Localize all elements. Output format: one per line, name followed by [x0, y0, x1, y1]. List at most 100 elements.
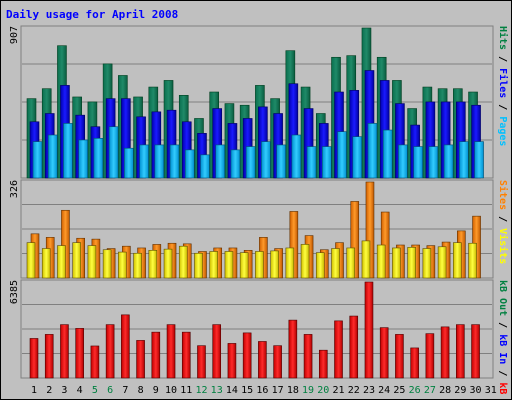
- bar-visits-day-20: [315, 252, 325, 279]
- x-tick-label-day-11: 11: [180, 385, 192, 396]
- bar-kb-f-day-18: [288, 319, 298, 379]
- bar-visits-day-21: [331, 248, 340, 279]
- bar-kb-f-day-6: [105, 324, 115, 379]
- bar-kb-f-day-30: [471, 324, 480, 379]
- x-axis-day-labels: 1 2 3 4 5 6 7 8 9 10 11 12 13 14 15 16 17 18 19 20 21 22 23 24 2…: [31, 385, 497, 396]
- bar-pages-day-18: [291, 134, 302, 179]
- legend-part-/: /: [497, 210, 508, 228]
- x-tick-label-day-1: 1: [31, 385, 37, 396]
- x-tick-label-day-15: 15: [241, 385, 253, 396]
- chart-title: Daily usage for April 2008: [6, 8, 178, 21]
- bar-kb-f-day-16: [258, 341, 267, 379]
- x-tick-label-day-4: 4: [77, 385, 83, 396]
- bar-pages-day-1: [32, 141, 43, 179]
- bar-kb-f-day-21: [334, 320, 343, 379]
- panel1-max-label: 907: [9, 26, 20, 44]
- legend-part-/: /: [497, 316, 508, 334]
- bar-pages-day-9: [154, 144, 165, 179]
- x-tick-label-day-12: 12: [195, 385, 207, 396]
- bar-pages-day-6: [108, 126, 119, 179]
- x-tick-label-day-19: 19: [302, 385, 314, 396]
- bar-kb-f-day-17: [273, 345, 282, 379]
- bar-kb-f-day-4: [75, 328, 84, 379]
- bar-pages-day-7: [124, 147, 134, 179]
- bars-layer: [26, 27, 484, 379]
- bar-kb-f-day-26: [410, 347, 419, 379]
- bar-pages-day-15: [245, 146, 256, 179]
- bar-kb-f-day-20: [318, 349, 328, 379]
- bar-pages-day-20: [321, 146, 332, 179]
- bar-pages-day-22: [352, 136, 363, 179]
- bar-visits-day-11: [178, 245, 188, 279]
- bar-kb-f-day-23: [364, 281, 374, 379]
- bar-pages-day-26: [413, 146, 423, 179]
- bar-pages-day-13: [215, 144, 226, 179]
- panel2-max-label: 326: [9, 180, 20, 198]
- bar-pages-day-27: [428, 146, 439, 179]
- bar-kb-f-day-14: [227, 343, 237, 379]
- panel3-max-label: 6385: [9, 280, 20, 304]
- bar-pages-day-28: [443, 144, 454, 179]
- bar-visits-day-15: [239, 252, 249, 279]
- bar-pages-day-24: [382, 129, 393, 179]
- x-tick-label-day-9: 9: [153, 385, 159, 396]
- x-tick-label-day-30: 30: [470, 385, 482, 396]
- bar-kb-f-day-9: [151, 331, 161, 379]
- x-tick-label-day-29: 29: [454, 385, 466, 396]
- bar-pages-day-2: [47, 134, 58, 179]
- legend-part-sites: Sites: [497, 180, 509, 210]
- y-axis-legend-panel3: kB Out / kB In / kB F: [497, 280, 508, 400]
- bar-visits-day-25: [392, 247, 401, 279]
- x-tick-label-day-28: 28: [439, 385, 451, 396]
- y-axis-legend-labels: Hits / Files / Pages Sites / Visits kB Out…: [497, 26, 509, 405]
- bar-visits-day-27: [422, 248, 432, 279]
- legend-part-kb-out: kB Out: [497, 280, 508, 316]
- bar-pages-day-11: [184, 149, 195, 179]
- bar-visits-day-1: [26, 242, 36, 279]
- bar-kb-f-day-8: [136, 340, 145, 379]
- y-axis-legend-panel1: Hits / Files / Pages: [497, 26, 509, 146]
- legend-part-kb-in: kB In: [497, 334, 508, 364]
- bar-visits-day-24: [376, 244, 386, 279]
- bar-visits-day-17: [270, 250, 279, 279]
- x-tick-label-day-2: 2: [46, 385, 52, 396]
- bar-visits-day-29: [453, 242, 462, 279]
- bar-kb-f-day-15: [242, 332, 252, 379]
- bar-visits-day-4: [72, 242, 81, 279]
- bar-kb-f-day-25: [395, 334, 404, 379]
- bar-pages-day-25: [398, 144, 408, 179]
- legend-part-/: /: [497, 364, 508, 382]
- bar-pages-day-21: [337, 131, 347, 179]
- bar-pages-day-17: [276, 144, 286, 179]
- x-tick-label-day-6: 6: [107, 385, 113, 396]
- bar-kb-f-day-1: [29, 338, 39, 379]
- bar-visits-day-3: [57, 245, 66, 279]
- bar-pages-day-29: [459, 141, 469, 179]
- bar-visits-day-16: [255, 251, 264, 279]
- x-tick-label-day-21: 21: [332, 385, 344, 396]
- bar-kb-f-day-10: [166, 324, 176, 379]
- bar-kb-f-day-22: [349, 315, 359, 379]
- bar-kb-f-day-12: [197, 345, 206, 379]
- bar-kb-f-day-19: [303, 334, 313, 379]
- legend-part-kb-f: kB F: [497, 382, 508, 400]
- bar-visits-day-26: [407, 247, 416, 279]
- x-tick-label-day-17: 17: [272, 385, 284, 396]
- bar-visits-day-5: [87, 245, 97, 279]
- bar-pages-day-16: [261, 141, 271, 179]
- x-tick-label-day-7: 7: [122, 385, 128, 396]
- bar-kb-f-day-11: [181, 331, 191, 379]
- legend-part-/: /: [497, 50, 508, 68]
- bar-visits-day-18: [285, 247, 295, 279]
- bar-pages-day-8: [139, 144, 149, 179]
- bar-kb-f-day-5: [90, 345, 100, 379]
- bar-visits-day-19: [300, 244, 310, 279]
- x-tick-label-day-10: 10: [165, 385, 177, 396]
- x-tick-label-day-16: 16: [256, 385, 268, 396]
- x-tick-label-day-13: 13: [211, 385, 223, 396]
- x-tick-label-day-22: 22: [348, 385, 360, 396]
- bar-visits-day-22: [346, 247, 356, 279]
- x-tick-label-day-18: 18: [287, 385, 299, 396]
- bar-pages-day-14: [230, 149, 241, 179]
